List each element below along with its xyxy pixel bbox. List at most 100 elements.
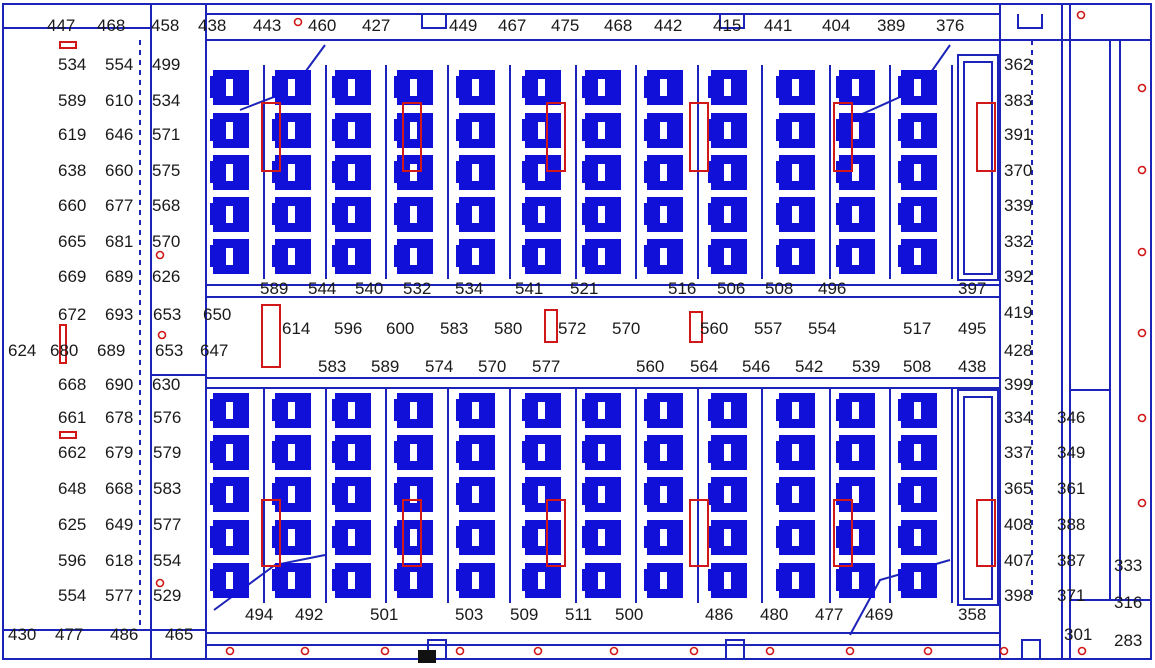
left-label: 465 [165,625,193,644]
left-label: 653 [155,341,183,360]
left-label: 624 [8,341,36,360]
desk-slot [288,164,295,181]
desk-slot [472,486,479,503]
mid-label: 557 [754,319,782,338]
desk-slot [226,486,233,503]
desk-chair [272,245,277,267]
left-label: 554 [105,55,133,74]
red-dot [765,646,775,656]
desk-chair [456,245,461,267]
right-label: 332 [1004,232,1032,251]
desk-chair [898,245,903,267]
desk-chair [522,245,527,267]
red-dot [157,330,167,340]
desk-slot [660,444,667,461]
desk-slot [288,444,295,461]
left-label: 583 [153,479,181,498]
desk-chair [776,76,781,98]
desk-chair [272,76,277,98]
desk-slot [598,79,605,96]
desk-slot [724,206,731,223]
desk-chair [332,161,337,183]
desk-chair [210,483,215,505]
mid-label: 577 [532,357,560,376]
desk-chair [582,569,587,591]
desk-chair [272,119,277,141]
desk-chair [210,569,215,591]
red-dot [1137,247,1147,257]
desk-slot [538,122,545,139]
desk-chair [898,119,903,141]
top-label: 468 [97,16,125,35]
mid-label: 572 [558,319,586,338]
desk-slot [852,444,859,461]
desk-slot [598,529,605,546]
desk-slot [660,572,667,589]
left-label: 626 [152,267,180,286]
red-marker [59,431,77,439]
desk-slot [660,206,667,223]
desk-chair [394,569,399,591]
left-label: 638 [58,161,86,180]
desk-chair [522,203,527,225]
right-label: 383 [1004,91,1032,110]
red-dot [923,646,933,656]
desk-slot [226,529,233,546]
red-dot [1137,413,1147,423]
mid-label: 574 [425,357,453,376]
desk-chair [272,399,277,421]
desk-chair [456,203,461,225]
top-label: 415 [713,16,741,35]
desk-slot [472,444,479,461]
left-label: 568 [152,196,180,215]
desk-slot [410,486,417,503]
desk-slot [348,444,355,461]
desk-slot [288,486,295,503]
desk-slot [288,529,295,546]
desk-chair [776,483,781,505]
mid-label: 580 [494,319,522,338]
mid-label: 521 [570,279,598,298]
desk-chair [776,245,781,267]
desk-chair [522,526,527,548]
desk-chair [836,483,841,505]
red-dot [999,646,1009,656]
red-dot [1137,165,1147,175]
mid-label: 570 [478,357,506,376]
right-label: 339 [1004,196,1032,215]
desk-chair [456,161,461,183]
desk-slot [660,79,667,96]
bottom-notch-3 [1021,639,1041,659]
desk-slot [410,79,417,96]
desk-slot [410,572,417,589]
right-label: 365 [1004,479,1032,498]
desk-chair [272,441,277,463]
desk-chair [898,161,903,183]
desk-chair [776,161,781,183]
bottom-label: 480 [760,605,788,624]
red-marker [261,499,281,567]
red-dot [1077,646,1087,656]
mid-label: 583 [440,319,468,338]
desk-chair [210,399,215,421]
desk-slot [472,206,479,223]
outer-frame [2,3,1152,660]
top-label: 468 [604,16,632,35]
right-label: 349 [1057,443,1085,462]
desk-slot [724,122,731,139]
red-dot [1137,83,1147,93]
desk-slot [724,248,731,265]
left-label: 575 [152,161,180,180]
red-dot [380,646,390,656]
desk-slot [226,444,233,461]
top-label: 443 [253,16,281,35]
desk-slot [410,402,417,419]
mid-label: 516 [668,279,696,298]
desk-chair [272,203,277,225]
desk-slot [914,79,921,96]
desk-slot [852,164,859,181]
desk-chair [644,483,649,505]
desk-chair [776,203,781,225]
mid-label: 532 [403,279,431,298]
